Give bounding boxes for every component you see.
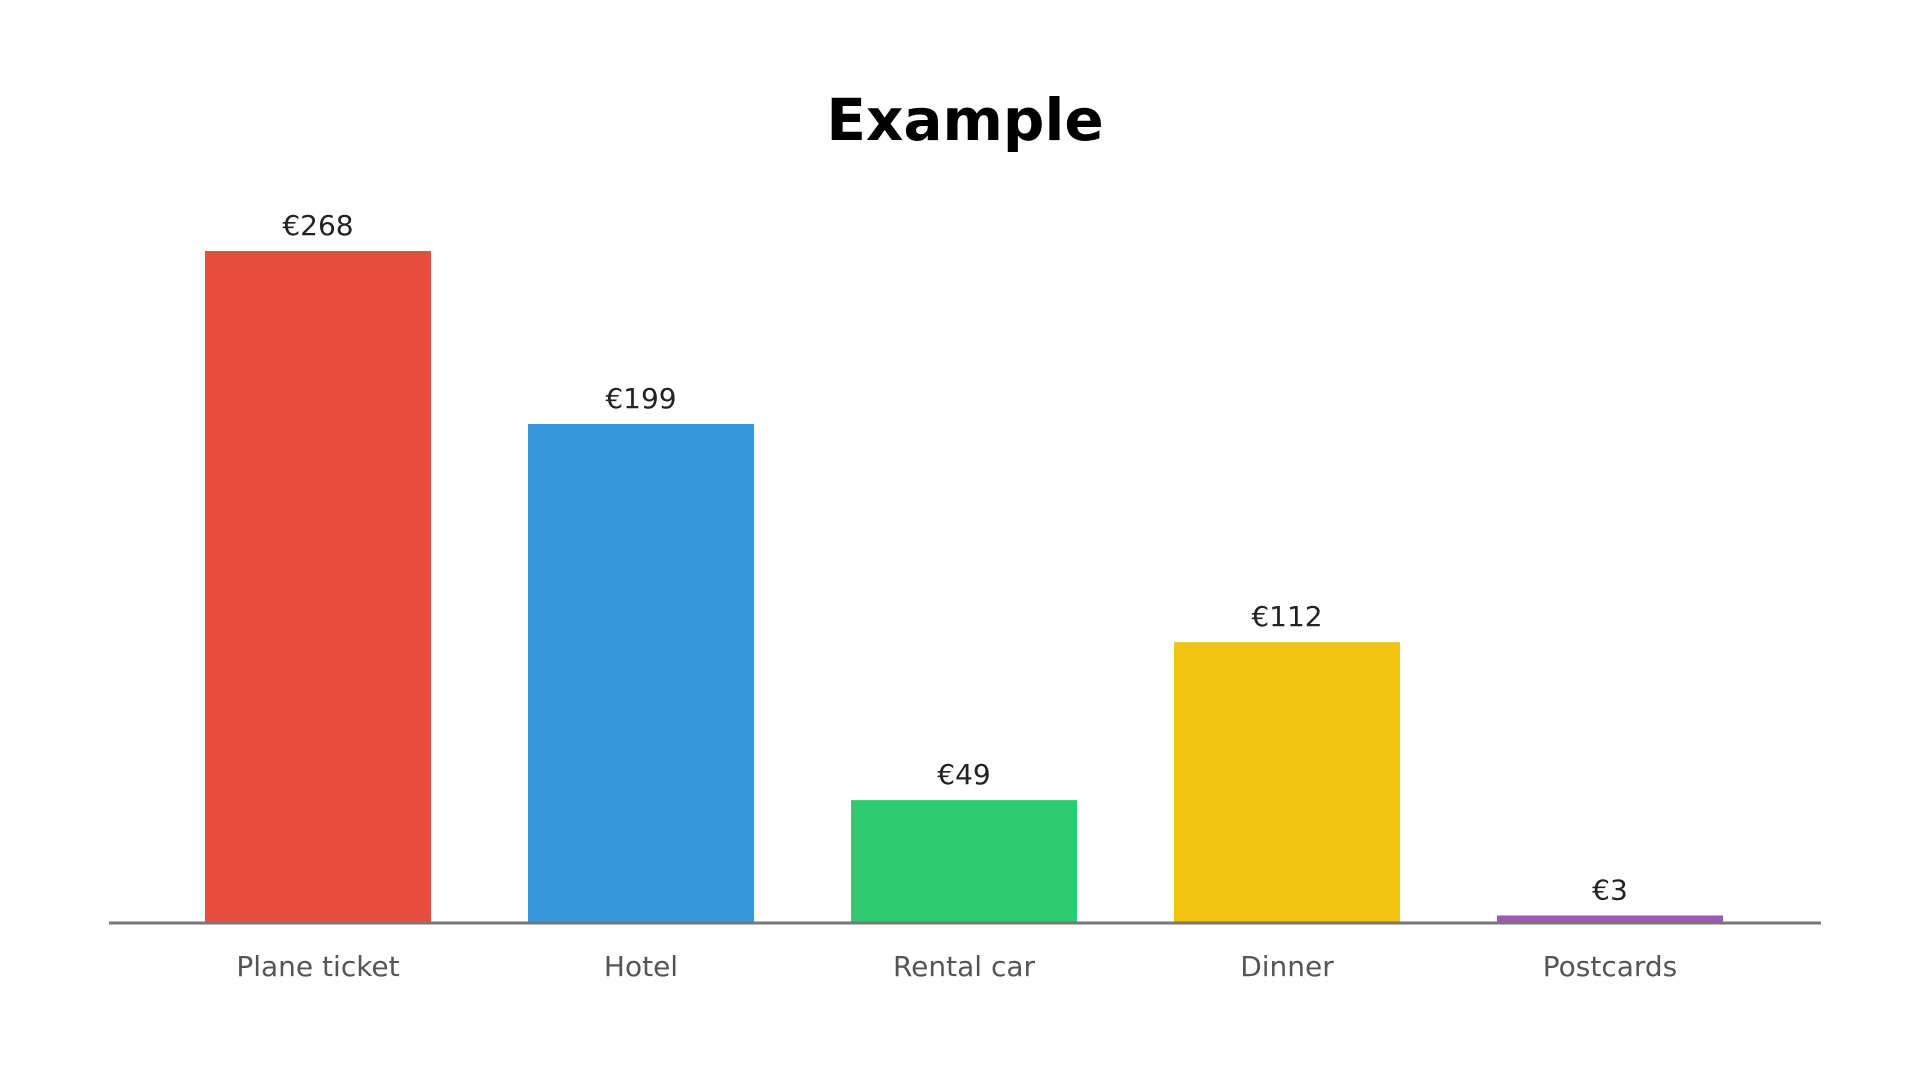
chart-title: Example [826,86,1103,154]
category-label-4: Postcards [1543,950,1678,983]
bar-0 [205,251,431,923]
bar-1 [528,424,754,923]
bar-3 [1174,642,1400,923]
category-label-1: Hotel [604,950,678,983]
value-label-4: €3 [1592,873,1628,906]
value-labels-layer: €268 €199 €49 €112 €3 [282,209,1627,906]
category-label-2: Rental car [893,950,1036,983]
bars-layer [205,251,1723,923]
category-labels-layer: Plane ticket Hotel Rental car Dinner Postcar… [236,950,1677,983]
bar-2 [851,800,1077,923]
value-label-1: €199 [605,382,676,415]
value-label-3: €112 [1251,600,1322,633]
bar-4 [1497,915,1723,923]
category-label-3: Dinner [1240,950,1334,983]
value-label-2: €49 [937,758,990,791]
value-label-0: €268 [282,209,353,242]
category-label-0: Plane ticket [236,950,399,983]
